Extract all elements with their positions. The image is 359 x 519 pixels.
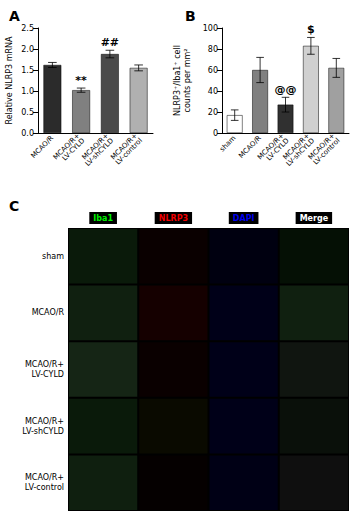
svg-text:Merge: Merge <box>300 214 329 223</box>
svg-text:MCAO/R+: MCAO/R+ <box>256 131 286 162</box>
svg-text:MCAO/R+: MCAO/R+ <box>306 131 337 162</box>
svg-text:LV-control: LV-control <box>312 137 342 167</box>
svg-text:DAPI: DAPI <box>233 214 255 223</box>
svg-text:LV-control: LV-control <box>114 137 144 167</box>
svg-text:C: C <box>9 198 19 214</box>
svg-text:LV-CYLD: LV-CYLD <box>60 136 87 163</box>
svg-text:MCAO/R+: MCAO/R+ <box>281 131 312 162</box>
svg-text:MCAO/R+: MCAO/R+ <box>25 417 64 426</box>
svg-text:Relative NLRP3 mRNA: Relative NLRP3 mRNA <box>5 36 14 125</box>
svg-text:NLRP3⁺/Iba1⁺ cell: NLRP3⁺/Iba1⁺ cell <box>173 45 182 116</box>
svg-text:80: 80 <box>208 45 218 54</box>
svg-text:Iba1: Iba1 <box>93 214 113 223</box>
svg-text:40: 40 <box>208 87 218 96</box>
svg-text:MCAO/R+: MCAO/R+ <box>25 360 64 369</box>
svg-text:MCAO/R: MCAO/R <box>32 308 65 317</box>
svg-text:1.5: 1.5 <box>21 66 34 75</box>
svg-text:MCAO/R+: MCAO/R+ <box>109 131 139 162</box>
svg-text:LV-control: LV-control <box>25 483 64 492</box>
svg-text:@@: @@ <box>275 83 297 96</box>
svg-text:sham: sham <box>218 134 237 153</box>
svg-text:LV-shCYLD: LV-shCYLD <box>84 137 115 168</box>
svg-text:MCAO/R: MCAO/R <box>237 134 263 160</box>
svg-text:0.5: 0.5 <box>21 108 34 117</box>
svg-text:MCAO/R: MCAO/R <box>29 134 56 160</box>
svg-text:MCAO/R+: MCAO/R+ <box>80 131 111 162</box>
svg-text:100: 100 <box>203 24 218 33</box>
svg-text:60: 60 <box>208 66 218 75</box>
svg-text:LV-CYLD: LV-CYLD <box>265 136 291 163</box>
svg-text:1.0: 1.0 <box>21 87 34 96</box>
svg-text:2.0: 2.0 <box>21 45 34 54</box>
svg-text:counts per mm²: counts per mm² <box>183 49 192 113</box>
svg-text:MCAO/R+: MCAO/R+ <box>25 473 64 482</box>
svg-text:NLRP3: NLRP3 <box>159 214 188 223</box>
svg-text:A: A <box>9 8 20 24</box>
svg-text:LV-CYLD: LV-CYLD <box>32 370 64 379</box>
svg-text:$: $ <box>307 23 315 36</box>
svg-text:**: ** <box>75 74 87 87</box>
svg-text:LV-shCYLD: LV-shCYLD <box>22 427 64 436</box>
svg-text:LV-shCYLD: LV-shCYLD <box>284 136 317 168</box>
svg-text:20: 20 <box>208 108 218 117</box>
svg-text:##: ## <box>101 36 119 49</box>
svg-text:0: 0 <box>213 129 218 138</box>
svg-text:B: B <box>185 8 196 24</box>
svg-text:2.5: 2.5 <box>21 24 34 33</box>
svg-text:0.0: 0.0 <box>21 129 34 138</box>
svg-text:sham: sham <box>42 252 64 261</box>
svg-text:MCAO/R+: MCAO/R+ <box>51 131 82 162</box>
